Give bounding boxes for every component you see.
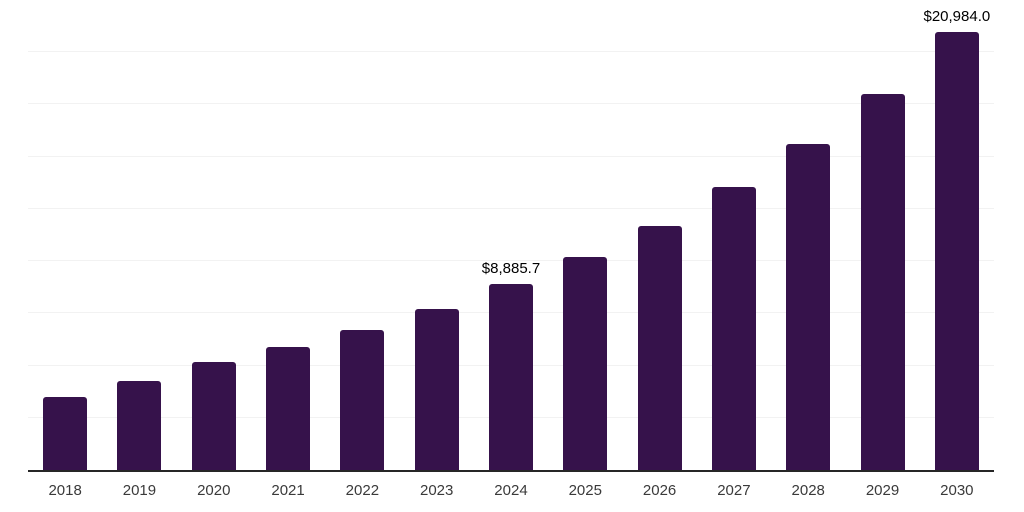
bar-slot bbox=[325, 0, 399, 470]
bar-2027 bbox=[711, 187, 756, 470]
bar-2023 bbox=[414, 309, 459, 470]
bar-2022 bbox=[340, 330, 385, 470]
bar-slot bbox=[548, 0, 622, 470]
x-tick-label-2021: 2021 bbox=[271, 482, 305, 499]
bar-slot bbox=[177, 0, 251, 470]
bar-2020 bbox=[191, 362, 236, 470]
bar-2030 bbox=[934, 31, 979, 470]
value-label-2024: $8,885.7 bbox=[481, 260, 541, 278]
value-label-2030: $20,984.0 bbox=[923, 7, 991, 25]
x-tick-label-2030: 2030 bbox=[940, 482, 974, 499]
x-tick-label-2028: 2028 bbox=[791, 482, 825, 499]
bar-2021 bbox=[266, 346, 311, 470]
bar-2019 bbox=[117, 381, 162, 470]
gridline bbox=[28, 103, 994, 105]
x-tick-label-2027: 2027 bbox=[717, 482, 751, 499]
gridline bbox=[28, 207, 994, 209]
bar-slot bbox=[28, 0, 102, 470]
bar-2028 bbox=[786, 144, 831, 470]
x-tick-label-2019: 2019 bbox=[122, 482, 157, 499]
bar-2026 bbox=[637, 226, 682, 470]
bar-2029 bbox=[860, 94, 905, 470]
bar-slot bbox=[251, 0, 325, 470]
bar-2018 bbox=[43, 396, 88, 470]
bar-2025 bbox=[563, 257, 608, 470]
bar-slot bbox=[771, 0, 845, 470]
x-tick-label-2018: 2018 bbox=[48, 482, 82, 499]
bar-slot bbox=[845, 0, 919, 470]
x-tick-label-2029: 2029 bbox=[865, 482, 900, 499]
x-axis: 2018 2019 2020 2021 2022 2023 2024 2025 2026 2027… bbox=[28, 482, 994, 506]
gridline bbox=[28, 260, 994, 262]
gridline bbox=[28, 155, 994, 157]
bar-2024 bbox=[488, 284, 533, 470]
bar-slot bbox=[102, 0, 176, 470]
bar-slot bbox=[400, 0, 474, 470]
x-tick-label-2024: 2024 bbox=[494, 482, 528, 499]
plot-area: $8,885.7 $20,984.0 bbox=[28, 0, 994, 472]
x-tick-label-2023: 2023 bbox=[419, 482, 454, 499]
x-tick-label-2025: 2025 bbox=[568, 482, 602, 499]
bar-slot bbox=[474, 0, 548, 470]
bar-slot bbox=[622, 0, 696, 470]
bar-slot bbox=[920, 0, 994, 470]
x-tick-label-2020: 2020 bbox=[197, 482, 231, 499]
x-tick-label-2022: 2022 bbox=[345, 482, 380, 499]
gridline bbox=[28, 51, 994, 53]
x-tick-label-2026: 2026 bbox=[642, 482, 677, 499]
bar-slot bbox=[697, 0, 771, 470]
